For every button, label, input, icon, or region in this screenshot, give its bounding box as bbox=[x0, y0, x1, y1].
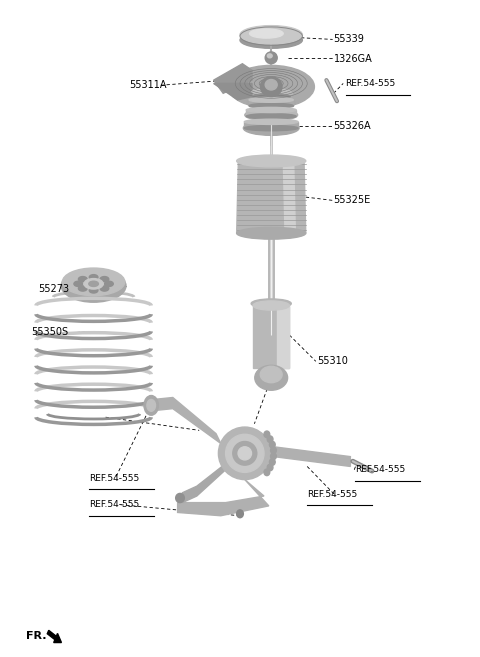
Ellipse shape bbox=[240, 32, 302, 49]
Polygon shape bbox=[214, 64, 252, 93]
Ellipse shape bbox=[265, 52, 277, 64]
Ellipse shape bbox=[271, 447, 276, 454]
Ellipse shape bbox=[237, 510, 243, 518]
Polygon shape bbox=[253, 306, 289, 368]
Ellipse shape bbox=[74, 281, 83, 286]
FancyBboxPatch shape bbox=[246, 110, 296, 116]
Ellipse shape bbox=[264, 431, 270, 438]
Ellipse shape bbox=[244, 125, 298, 131]
Ellipse shape bbox=[260, 367, 282, 382]
Ellipse shape bbox=[228, 66, 314, 108]
Text: FR.: FR. bbox=[26, 631, 47, 641]
Ellipse shape bbox=[264, 469, 270, 476]
Text: 1326GA: 1326GA bbox=[334, 54, 372, 64]
Ellipse shape bbox=[267, 436, 273, 442]
Ellipse shape bbox=[100, 277, 109, 282]
Ellipse shape bbox=[247, 98, 295, 108]
Text: 55311A: 55311A bbox=[130, 80, 167, 91]
Ellipse shape bbox=[253, 301, 289, 310]
Ellipse shape bbox=[89, 281, 98, 286]
Ellipse shape bbox=[260, 77, 282, 97]
Ellipse shape bbox=[252, 95, 290, 99]
Ellipse shape bbox=[271, 453, 276, 459]
Polygon shape bbox=[214, 83, 252, 100]
Text: REF.54-555: REF.54-555 bbox=[346, 79, 396, 88]
Ellipse shape bbox=[89, 288, 98, 293]
Text: REF.54-555: REF.54-555 bbox=[307, 489, 358, 499]
Ellipse shape bbox=[238, 447, 252, 460]
Text: 55326A: 55326A bbox=[334, 121, 371, 131]
Polygon shape bbox=[283, 161, 295, 233]
Text: 55273: 55273 bbox=[38, 284, 70, 294]
Ellipse shape bbox=[269, 459, 275, 465]
Ellipse shape bbox=[267, 54, 272, 58]
Ellipse shape bbox=[61, 269, 126, 302]
Text: REF.54-555: REF.54-555 bbox=[89, 500, 139, 509]
Text: 55350S: 55350S bbox=[31, 327, 68, 337]
Ellipse shape bbox=[249, 97, 293, 102]
Text: 55325E: 55325E bbox=[334, 195, 371, 206]
Ellipse shape bbox=[265, 79, 277, 90]
Ellipse shape bbox=[226, 434, 264, 472]
Ellipse shape bbox=[218, 427, 271, 480]
Ellipse shape bbox=[243, 121, 299, 135]
Ellipse shape bbox=[176, 493, 184, 503]
Ellipse shape bbox=[252, 89, 290, 93]
Polygon shape bbox=[237, 161, 306, 233]
Ellipse shape bbox=[237, 155, 306, 167]
Text: REF.54-555: REF.54-555 bbox=[89, 474, 139, 483]
Text: REF.54-555: REF.54-555 bbox=[355, 465, 406, 474]
Ellipse shape bbox=[144, 396, 158, 415]
Ellipse shape bbox=[250, 89, 292, 98]
Ellipse shape bbox=[105, 281, 113, 286]
Ellipse shape bbox=[78, 286, 87, 291]
Polygon shape bbox=[154, 397, 221, 443]
Ellipse shape bbox=[147, 399, 156, 411]
Text: 55310: 55310 bbox=[317, 356, 348, 367]
Ellipse shape bbox=[249, 103, 293, 108]
Ellipse shape bbox=[246, 107, 296, 112]
Polygon shape bbox=[182, 460, 230, 503]
FancyBboxPatch shape bbox=[244, 122, 298, 128]
Ellipse shape bbox=[62, 268, 125, 296]
Polygon shape bbox=[274, 447, 350, 466]
Ellipse shape bbox=[240, 26, 302, 44]
Ellipse shape bbox=[89, 275, 98, 280]
Ellipse shape bbox=[250, 29, 283, 38]
Ellipse shape bbox=[244, 119, 298, 124]
FancyBboxPatch shape bbox=[252, 91, 290, 97]
Ellipse shape bbox=[251, 299, 291, 308]
Polygon shape bbox=[178, 480, 269, 516]
Ellipse shape bbox=[84, 279, 103, 289]
FancyBboxPatch shape bbox=[249, 100, 293, 106]
Ellipse shape bbox=[267, 464, 273, 471]
Ellipse shape bbox=[233, 442, 257, 465]
Ellipse shape bbox=[237, 227, 306, 239]
Text: 55339: 55339 bbox=[334, 34, 364, 45]
Polygon shape bbox=[276, 306, 289, 368]
Ellipse shape bbox=[269, 442, 275, 448]
Ellipse shape bbox=[78, 277, 87, 282]
Ellipse shape bbox=[245, 109, 298, 121]
Ellipse shape bbox=[246, 114, 296, 119]
Ellipse shape bbox=[255, 365, 288, 390]
Ellipse shape bbox=[100, 286, 109, 291]
FancyArrow shape bbox=[48, 630, 61, 643]
